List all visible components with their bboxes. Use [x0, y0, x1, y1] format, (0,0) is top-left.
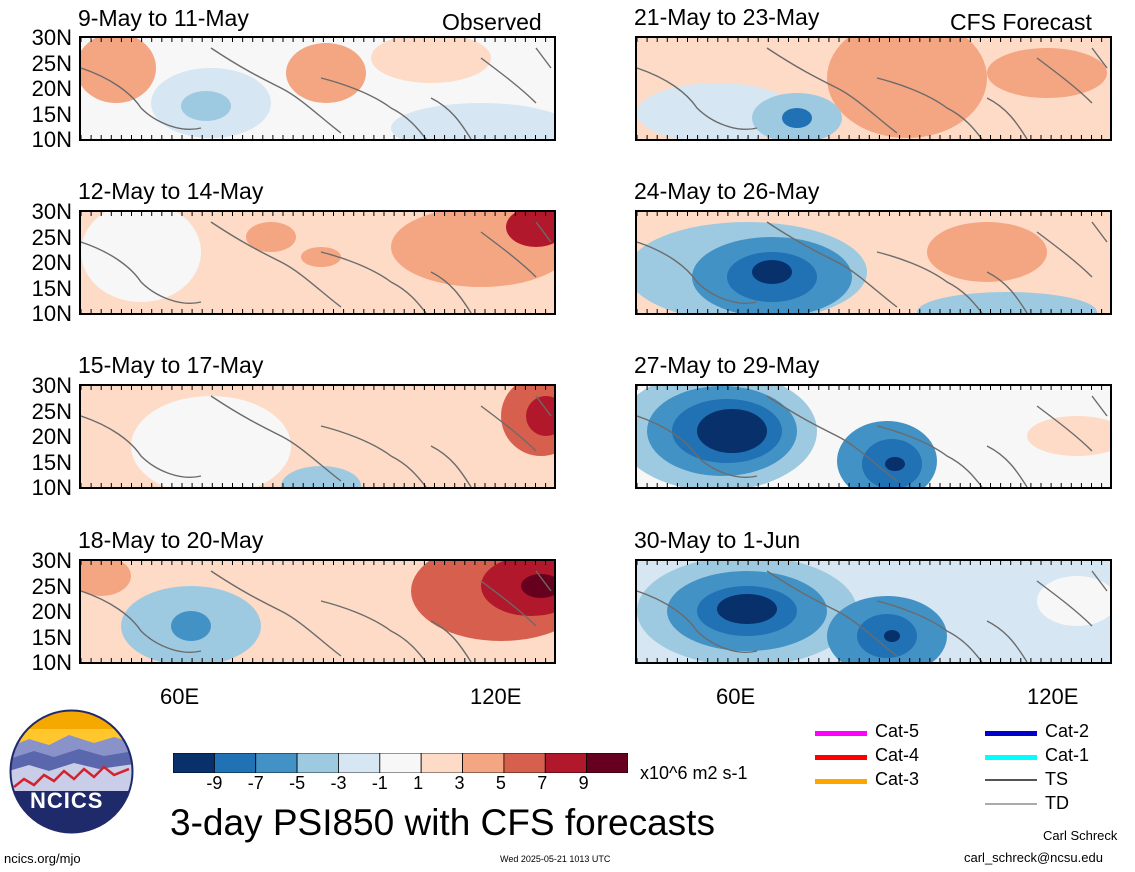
colorbar-tick-label: 7: [537, 773, 548, 793]
map-panel-5: [79, 384, 556, 489]
x-tick-120e-left: 120E: [470, 684, 522, 709]
panel-title-7: 18-May to 20-May: [78, 527, 264, 553]
legend-label: TS: [1045, 769, 1069, 789]
colorbar-swatch: [462, 752, 505, 774]
legend-label: Cat-5: [875, 721, 920, 741]
y-tick-label: 25N: [31, 398, 72, 424]
footer-author: Carl Schreck: [1043, 828, 1118, 843]
y-tick-label: 10N: [31, 475, 72, 500]
colorbar-tick-label: -3: [330, 773, 347, 793]
map-panel-4: [635, 210, 1112, 315]
y-tick-label: 30N: [31, 25, 72, 50]
legend-line: [985, 731, 1037, 736]
colorbar-swatch: [544, 752, 588, 774]
legend-label: Cat-2: [1045, 721, 1090, 741]
legend-line: [985, 755, 1037, 760]
legend-label: Cat-1: [1045, 745, 1090, 765]
footer-timestamp: Wed 2025-05-21 1013 UTC: [500, 854, 611, 864]
colorbar-tick-label: -7: [247, 773, 264, 793]
forecast-label: CFS Forecast: [950, 9, 1092, 35]
panel-title-3: 12-May to 14-May: [78, 178, 264, 204]
legend-line: [815, 731, 867, 736]
colorbar-tick-label: 3: [454, 773, 465, 793]
legend-line: [985, 803, 1037, 805]
y-tick-label: 25N: [31, 224, 72, 250]
legend-line: [815, 755, 867, 760]
legend-line: [985, 779, 1037, 781]
colorbar: [172, 752, 629, 778]
x-tick-120e-right: 120E: [1027, 684, 1079, 709]
panel-title-5: 15-May to 17-May: [78, 352, 264, 378]
y-tick-label: 15N: [31, 624, 72, 650]
logo-text: NCICS: [30, 788, 104, 813]
colorbar-swatch: [586, 752, 629, 774]
main-title: 3-day PSI850 with CFS forecasts: [170, 802, 715, 843]
panel-title-8: 30-May to 1-Jun: [634, 527, 801, 553]
x-tick-60e-right: 60E: [716, 684, 756, 709]
colorbar-tick-label: -9: [206, 773, 223, 793]
colorbar-swatch: [172, 752, 215, 774]
footer-url[interactable]: ncics.org/mjo: [4, 851, 81, 866]
y-tick-label: 25N: [31, 573, 72, 599]
y-tick-label: 30N: [31, 373, 72, 398]
y-tick-label: 30N: [31, 548, 72, 573]
panel-title-4: 24-May to 26-May: [634, 178, 820, 204]
map-panel-2: [635, 36, 1112, 141]
y-tick-label: 20N: [31, 424, 72, 449]
y-tick-label: 15N: [31, 101, 72, 127]
panel-title-6: 27-May to 29-May: [634, 352, 820, 378]
colorbar-swatch: [213, 752, 257, 774]
y-tick-label: 10N: [31, 301, 72, 326]
colorbar-tick-label: -5: [289, 773, 306, 793]
legend-label: TD: [1045, 793, 1069, 813]
y-tick-label: 10N: [31, 650, 72, 675]
x-tick-60e-left: 60E: [160, 684, 200, 709]
y-tick-label: 20N: [31, 250, 72, 275]
y-tick-label: 10N: [31, 127, 72, 152]
colorbar-swatch: [420, 752, 463, 774]
colorbar-tick-label: 1: [413, 773, 424, 793]
y-tick-label: 20N: [31, 599, 72, 624]
observed-label: Observed: [442, 9, 542, 35]
y-tick-label: 20N: [31, 76, 72, 101]
map-panel-1: [79, 36, 556, 141]
y-tick-label: 30N: [31, 199, 72, 224]
colorbar-swatch: [379, 752, 422, 774]
legend-line: [815, 779, 867, 784]
colorbar-swatch: [296, 752, 339, 774]
map-panel-7: [79, 559, 556, 664]
y-tick-label: 15N: [31, 275, 72, 301]
colorbar-swatch: [255, 752, 298, 774]
y-tick-label: 25N: [31, 50, 72, 76]
colorbar-swatch: [503, 752, 546, 774]
colorbar-swatch: [338, 752, 381, 774]
panel-title-1: 9-May to 11-May: [78, 5, 249, 31]
map-panel-3: [79, 210, 556, 315]
panel-title-2: 21-May to 23-May: [634, 4, 820, 30]
footer-email[interactable]: carl_schreck@ncsu.edu: [964, 850, 1103, 865]
legend-label: Cat-3: [875, 769, 920, 789]
colorbar-tick-label: -1: [371, 773, 388, 793]
y-tick-label: 15N: [31, 449, 72, 475]
colorbar-tick-label: 5: [495, 773, 506, 793]
ncics-logo: [9, 709, 134, 839]
legend-label: Cat-4: [875, 745, 920, 765]
map-panel-8: [635, 559, 1112, 664]
map-panel-6: [635, 384, 1112, 489]
colorbar-tick-label: 9: [578, 773, 589, 793]
colorbar-units: x10^6 m2 s-1: [640, 763, 748, 783]
